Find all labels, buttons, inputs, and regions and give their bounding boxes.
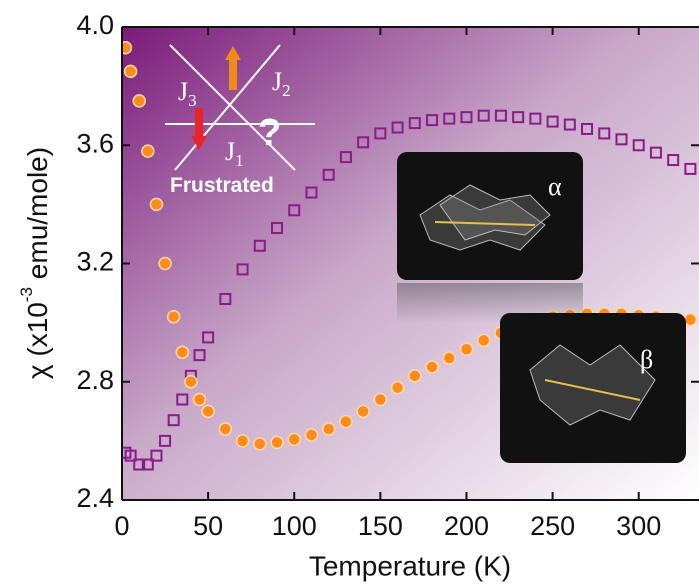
- beta-point: [254, 438, 266, 450]
- beta-point: [159, 258, 171, 270]
- y-label-unit: emu/mole): [22, 147, 53, 287]
- beta-point: [426, 361, 438, 373]
- beta-point: [305, 429, 317, 441]
- beta-point: [340, 416, 352, 428]
- beta-point: [478, 334, 490, 346]
- beta-point: [271, 436, 283, 448]
- j2-base: J: [272, 67, 282, 96]
- beta-point: [443, 352, 455, 364]
- beta-point: [409, 370, 421, 382]
- alpha-label: α: [548, 172, 562, 201]
- beta-point: [684, 314, 696, 326]
- j1-sub: 1: [235, 151, 244, 170]
- x-tick-label: 250: [530, 511, 575, 541]
- beta-label: β: [640, 345, 653, 374]
- y-label-main: χ (x10: [22, 302, 53, 379]
- beta-point: [125, 65, 137, 77]
- x-tick-label: 200: [444, 511, 489, 541]
- beta-point: [288, 433, 300, 445]
- beta-point: [392, 382, 404, 394]
- beta-point: [168, 311, 180, 323]
- x-tick-label: 50: [193, 511, 223, 541]
- x-tick-label: 100: [272, 511, 317, 541]
- x-tick-label: 150: [358, 511, 403, 541]
- question-mark: ?: [258, 112, 281, 154]
- y-tick-label: 3.6: [76, 128, 114, 158]
- beta-point: [185, 376, 197, 388]
- beta-point: [202, 405, 214, 417]
- inset-beta: β: [500, 313, 686, 463]
- x-tick-label: 300: [616, 511, 661, 541]
- beta-point: [374, 393, 386, 405]
- beta-point: [176, 346, 188, 358]
- j3-sub: 3: [188, 91, 197, 110]
- beta-point: [237, 435, 249, 447]
- beta-point: [460, 343, 472, 355]
- beta-point: [133, 95, 145, 107]
- y-tick-label: 2.8: [76, 365, 114, 395]
- beta-point: [219, 423, 231, 435]
- frustrated-label: Frustrated: [170, 174, 274, 197]
- x-axis-label: Temperature (K): [309, 550, 511, 581]
- beta-point: [323, 423, 335, 435]
- beta-point: [194, 393, 206, 405]
- y-tick-label: 4.0: [76, 10, 114, 40]
- inset-alpha: α: [397, 152, 583, 323]
- x-tick-label: 0: [114, 511, 129, 541]
- beta-point: [142, 145, 154, 157]
- y-axis-label: χ (x10-3 emu/mole): [17, 147, 53, 379]
- y-tick-label: 3.2: [76, 247, 114, 277]
- y-label-sup: -3: [17, 287, 36, 302]
- j3-base: J: [178, 77, 188, 106]
- chart: α β J3 J2 J1 ? Frustrated Temperature (K…: [0, 0, 699, 587]
- j2-sub: 2: [282, 81, 291, 100]
- beta-point: [150, 198, 162, 210]
- j1-base: J: [225, 137, 235, 166]
- beta-point: [357, 405, 369, 417]
- y-tick-label: 2.4: [76, 483, 114, 513]
